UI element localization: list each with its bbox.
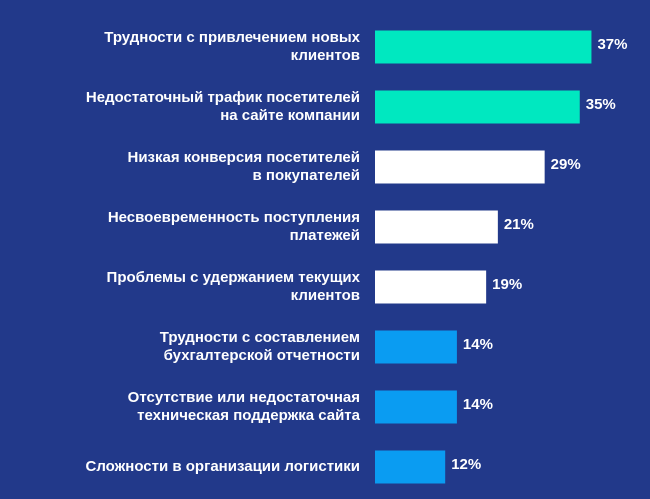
category-label: Недостаточный трафик посетителей на сайте… xyxy=(86,89,360,124)
bar xyxy=(375,90,580,124)
value-label: 37% xyxy=(597,36,627,53)
category-label: Отсутствие или недостаточная техническая … xyxy=(128,389,361,424)
bar xyxy=(375,210,498,244)
category-label: Сложности в организации логистики xyxy=(86,458,360,475)
value-label: 14% xyxy=(463,336,493,353)
category-label: Проблемы с удержанием текущих клиентов xyxy=(107,269,361,304)
category-label: Трудности с привлечением новых клиентов xyxy=(104,29,360,64)
category-label: Трудности с составлением бухгалтерской от… xyxy=(160,329,360,364)
bar xyxy=(375,30,592,64)
value-label: 19% xyxy=(492,276,522,293)
bar xyxy=(375,150,545,184)
value-label: 35% xyxy=(586,96,616,113)
value-label: 29% xyxy=(551,156,581,173)
value-label: 14% xyxy=(463,396,493,413)
category-label: Низкая конверсия посетителей в покупателе… xyxy=(128,149,361,184)
value-label: 21% xyxy=(504,216,534,233)
bar xyxy=(375,450,446,484)
bar xyxy=(375,390,457,424)
bar xyxy=(375,330,457,364)
value-label: 12% xyxy=(451,456,481,473)
category-label: Несвоевременность поступления платежей xyxy=(108,209,360,244)
bar xyxy=(375,270,487,304)
